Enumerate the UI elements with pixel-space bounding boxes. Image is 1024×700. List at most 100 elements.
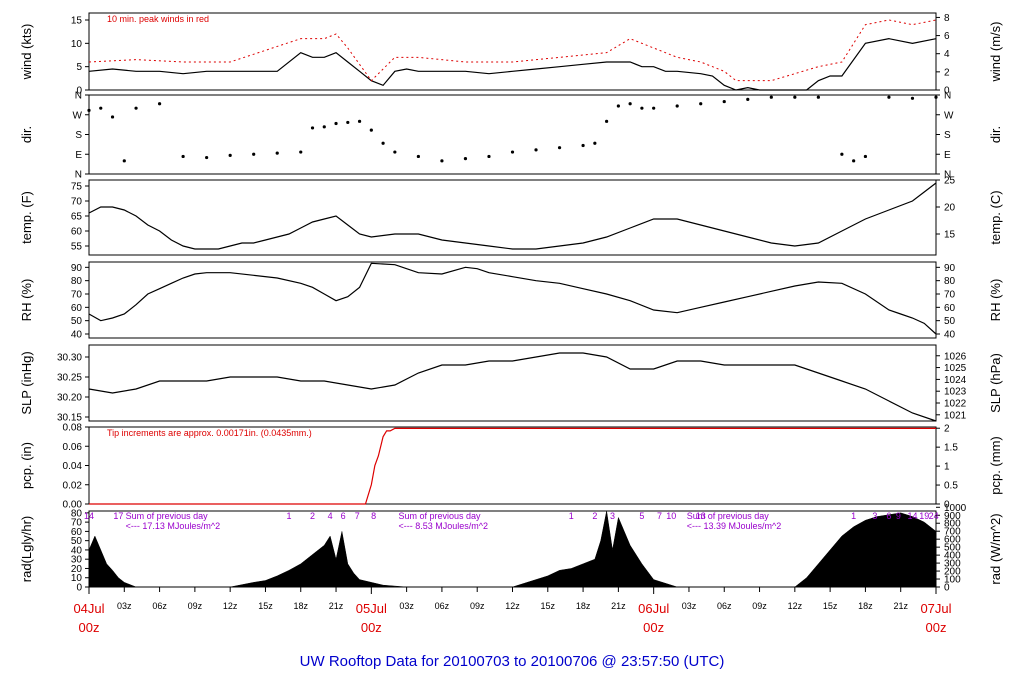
dir-point xyxy=(463,157,468,161)
dir-ylabel-right: dir. xyxy=(988,126,1003,143)
pcp-right-tick-label: 0 xyxy=(944,500,950,511)
dir-left-tick-label: N xyxy=(75,170,82,181)
hour-tick-label: 18z xyxy=(293,601,308,611)
footer-title: UW Rooftop Data for 20100703 to 20100706… xyxy=(300,653,725,670)
dir-point xyxy=(487,154,491,159)
slp-left-tick-label: 30.25 xyxy=(57,373,82,384)
slp-left-tick-label: 30.15 xyxy=(57,413,82,424)
pcp-line xyxy=(89,427,936,505)
day-date-label: 04Jul xyxy=(73,601,104,616)
slp-line xyxy=(88,352,937,422)
slp-right-tick-label: 1023 xyxy=(944,387,967,398)
rad-right-tick-label: 800 xyxy=(944,519,961,530)
dir-point xyxy=(852,159,856,163)
temp-right-tick-label: 15 xyxy=(944,230,956,241)
dir-point xyxy=(299,150,303,154)
rad-left-tick-label: 80 xyxy=(71,508,83,519)
rh-right-tick-label: 60 xyxy=(944,303,956,314)
temp-left-tick-label: 65 xyxy=(71,212,83,223)
wind-left-tick-label: 15 xyxy=(71,16,83,27)
dir-point xyxy=(534,148,538,152)
hour-tick-label: 09z xyxy=(188,601,203,611)
dir-point xyxy=(87,108,91,112)
dir-left-tick-label: N xyxy=(75,91,82,102)
pcp-left-tick-label: 0.00 xyxy=(63,500,83,511)
hour-tick-label: 21z xyxy=(329,601,344,611)
rad-right-tick-label: 400 xyxy=(944,551,961,562)
dir-point xyxy=(228,153,232,157)
dir-point xyxy=(840,152,844,156)
rh-left-tick-label: 90 xyxy=(71,263,83,274)
dir-point xyxy=(675,104,679,108)
hour-tick-label: 15z xyxy=(823,601,838,611)
pcp-left-tick-label: 0.02 xyxy=(63,480,83,491)
rad-hour-label: 4 xyxy=(328,511,333,521)
temp-left-tick-label: 55 xyxy=(71,242,83,253)
wind-ylabel-left: wind (kts) xyxy=(19,24,34,81)
hour-tick-label: 03z xyxy=(117,601,132,611)
rad-hour-label: 7 xyxy=(355,511,360,521)
slp-right-tick-label: 1026 xyxy=(944,351,967,362)
rh-ylabel-left: RH (%) xyxy=(19,279,34,322)
pcp-left-tick-label: 0.06 xyxy=(63,442,83,453)
rad-right-tick-label: 100 xyxy=(944,575,961,586)
rad-left-tick-label: 60 xyxy=(71,527,83,538)
dir-right-tick-label: W xyxy=(944,110,954,121)
day-date-label: 06Jul xyxy=(638,601,669,616)
rad-hour-label: 3 xyxy=(610,511,615,521)
day-hour-label: 00z xyxy=(643,620,664,635)
rh-left-tick-label: 70 xyxy=(71,290,83,301)
rad-hour-label: 10 xyxy=(666,511,676,521)
dir-point xyxy=(863,154,868,159)
rad-right-tick-label: 500 xyxy=(944,543,961,554)
rh-ylabel-right: RH (%) xyxy=(988,279,1003,322)
rad-right-tick-label: 0 xyxy=(944,583,950,594)
pcp-right-tick-label: 1 xyxy=(944,462,950,473)
rad-hour-label: 13 xyxy=(696,511,706,521)
time-axis: 03z 06z 09z 12z 15z 18z 21z 03z 06z 09z 12z 15z 18z 2… xyxy=(73,587,952,635)
dir-point xyxy=(769,95,773,99)
dir-point xyxy=(310,126,315,130)
rh-right-tick-label: 50 xyxy=(944,316,956,327)
dir-ylabel-left: dir. xyxy=(19,126,34,143)
dir-point xyxy=(157,102,162,106)
dir-point xyxy=(557,146,562,150)
dir-point xyxy=(816,95,820,99)
rad-hour-label: 7 xyxy=(657,511,662,521)
rad-hour-label: 14 xyxy=(907,511,917,521)
dir-right-tick-label: N xyxy=(944,91,951,102)
hour-tick-label: 03z xyxy=(682,601,697,611)
dir-point xyxy=(640,106,644,110)
wind-series-0 xyxy=(88,38,937,91)
dir-point xyxy=(381,141,385,145)
rad-sum-label: Sum of previous day xyxy=(399,511,482,521)
dir-point xyxy=(122,159,126,163)
wind-right-tick-label: 4 xyxy=(944,49,950,60)
hour-tick-label: 18z xyxy=(858,601,873,611)
rh-right-tick-label: 70 xyxy=(944,290,956,301)
rad-hour-label: 8 xyxy=(371,511,376,521)
slp-ylabel-left: SLP (inHg) xyxy=(19,351,34,414)
rad-sum-value: <--- 13.39 MJoules/m^2 xyxy=(687,521,782,531)
rad-hour-label: 24 xyxy=(929,511,939,521)
slp-ylabel-right: SLP (hPa) xyxy=(988,353,1003,413)
pcp-annotation: Tip increments are approx. 0.00171in. (0… xyxy=(107,428,312,438)
hour-tick-label: 09z xyxy=(752,601,767,611)
temp-right-tick-label: 20 xyxy=(944,203,956,214)
rad-hour-label: 6 xyxy=(341,511,346,521)
dir-point xyxy=(322,125,326,129)
pcp-left-tick-label: 0.04 xyxy=(63,461,83,472)
hour-tick-label: 12z xyxy=(788,601,803,611)
rad-hour-label: 1 xyxy=(286,511,291,521)
rad-hour-label: 17 xyxy=(113,511,123,521)
slp-right-tick-label: 1025 xyxy=(944,363,967,374)
rad-left-tick-label: 20 xyxy=(71,564,83,575)
rad-panel: 0102030405060708001002003004005006007008… xyxy=(19,503,1003,594)
rad-hour-label: 1 xyxy=(851,511,856,521)
rad-hour-label: 2 xyxy=(592,511,597,521)
wind-ylabel-right: wind (m/s) xyxy=(988,22,1003,83)
hour-tick-label: 15z xyxy=(541,601,556,611)
